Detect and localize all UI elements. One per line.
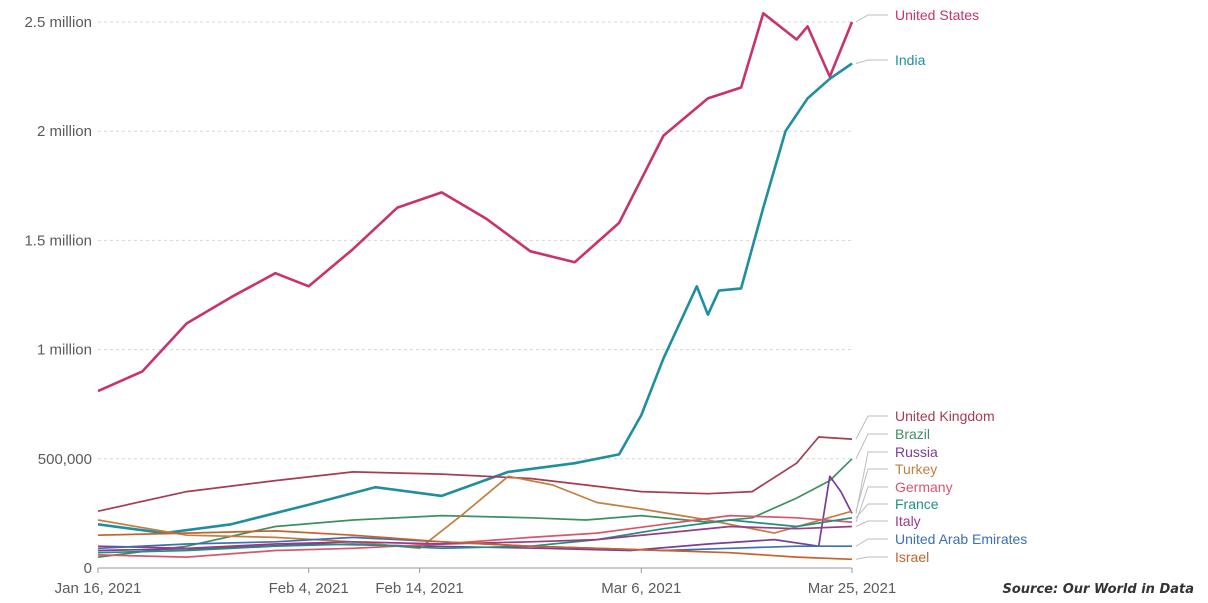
y-tick-label: 2 million <box>37 123 92 140</box>
y-tick-label: 1.5 million <box>24 232 92 249</box>
y-tick-label: 2.5 million <box>24 14 92 31</box>
series-lines <box>97 12 854 561</box>
legend-label: Germany <box>895 479 953 495</box>
legend-leader-line <box>855 415 888 440</box>
legend-label: Israel <box>895 549 929 565</box>
x-axis: Jan 16, 2021 Feb 4, 2021 Feb 14, 2021 Mar 6… <box>55 568 896 597</box>
source-note: Source: Our World in Data <box>1002 582 1195 597</box>
series-line <box>97 475 853 552</box>
series-line <box>97 436 853 513</box>
series-line <box>97 514 853 558</box>
series-line <box>97 62 853 535</box>
legend-label: United States <box>895 7 979 23</box>
legend-leader-line <box>855 59 888 64</box>
legend-label: India <box>895 52 926 68</box>
legend-label: Brazil <box>895 426 930 442</box>
legend-leader-line <box>855 503 888 519</box>
legend-label: Turkey <box>895 461 937 477</box>
legend: United States India United Kingdom Brazil Ru… <box>855 7 1027 565</box>
legend-leader-line <box>855 538 888 547</box>
x-tick-label: Feb 14, 2021 <box>375 580 463 597</box>
legend-label: United Kingdom <box>895 408 995 424</box>
legend-label: Italy <box>895 513 921 529</box>
legend-label: United Arab Emirates <box>895 531 1027 547</box>
legend-leader-line <box>855 520 888 527</box>
series-line <box>97 475 853 550</box>
legend-leader-line <box>855 433 888 460</box>
x-tick-label: Mar 6, 2021 <box>601 580 681 597</box>
legend-leader-line <box>855 451 888 514</box>
x-tick-label: Feb 4, 2021 <box>269 580 349 597</box>
legend-leader-line <box>855 486 888 523</box>
series-line <box>97 530 853 561</box>
series-line <box>97 525 853 550</box>
legend-leader-line <box>855 556 888 560</box>
series-line <box>97 12 854 393</box>
y-axis: 0 500,000 1 million 1.5 million 2 million 2.5… <box>24 14 92 577</box>
grid-lines <box>98 21 852 569</box>
y-tick-label: 0 <box>84 560 92 577</box>
legend-label: France <box>895 496 939 512</box>
series-line <box>97 458 853 558</box>
y-tick-label: 1 million <box>37 342 92 359</box>
y-tick-label: 500,000 <box>38 451 92 468</box>
legend-leader-line <box>855 14 888 23</box>
x-tick-label: Jan 16, 2021 <box>55 580 142 597</box>
legend-label: Russia <box>895 444 938 460</box>
x-tick-label: Mar 25, 2021 <box>808 580 896 597</box>
legend-leader-line <box>855 468 888 512</box>
